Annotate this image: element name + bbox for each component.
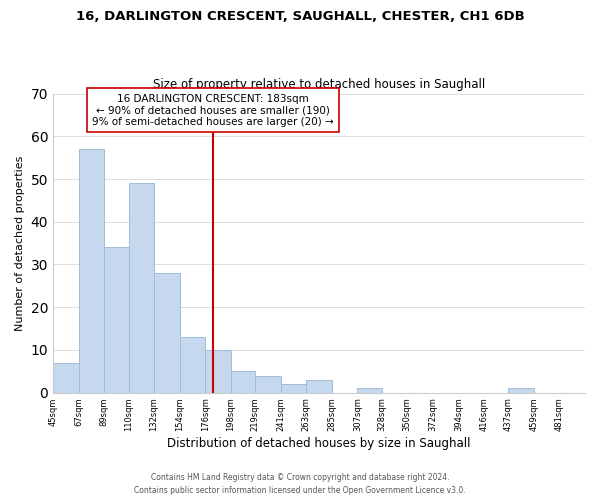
Text: 16 DARLINGTON CRESCENT: 183sqm
← 90% of detached houses are smaller (190)
9% of : 16 DARLINGTON CRESCENT: 183sqm ← 90% of … xyxy=(92,94,334,127)
Bar xyxy=(79,149,104,392)
Y-axis label: Number of detached properties: Number of detached properties xyxy=(15,156,25,331)
Bar xyxy=(281,384,306,392)
Bar xyxy=(358,388,382,392)
X-axis label: Distribution of detached houses by size in Saughall: Distribution of detached houses by size … xyxy=(167,437,471,450)
Text: Contains HM Land Registry data © Crown copyright and database right 2024.
Contai: Contains HM Land Registry data © Crown c… xyxy=(134,474,466,495)
Bar xyxy=(104,248,128,392)
Bar xyxy=(179,337,205,392)
Bar xyxy=(53,363,79,392)
Title: Size of property relative to detached houses in Saughall: Size of property relative to detached ho… xyxy=(153,78,485,91)
Bar xyxy=(306,380,332,392)
Text: 16, DARLINGTON CRESCENT, SAUGHALL, CHESTER, CH1 6DB: 16, DARLINGTON CRESCENT, SAUGHALL, CHEST… xyxy=(76,10,524,23)
Bar xyxy=(508,388,534,392)
Bar xyxy=(128,184,154,392)
Bar xyxy=(255,376,281,392)
Bar xyxy=(205,350,231,393)
Bar xyxy=(231,372,255,392)
Bar xyxy=(154,273,179,392)
